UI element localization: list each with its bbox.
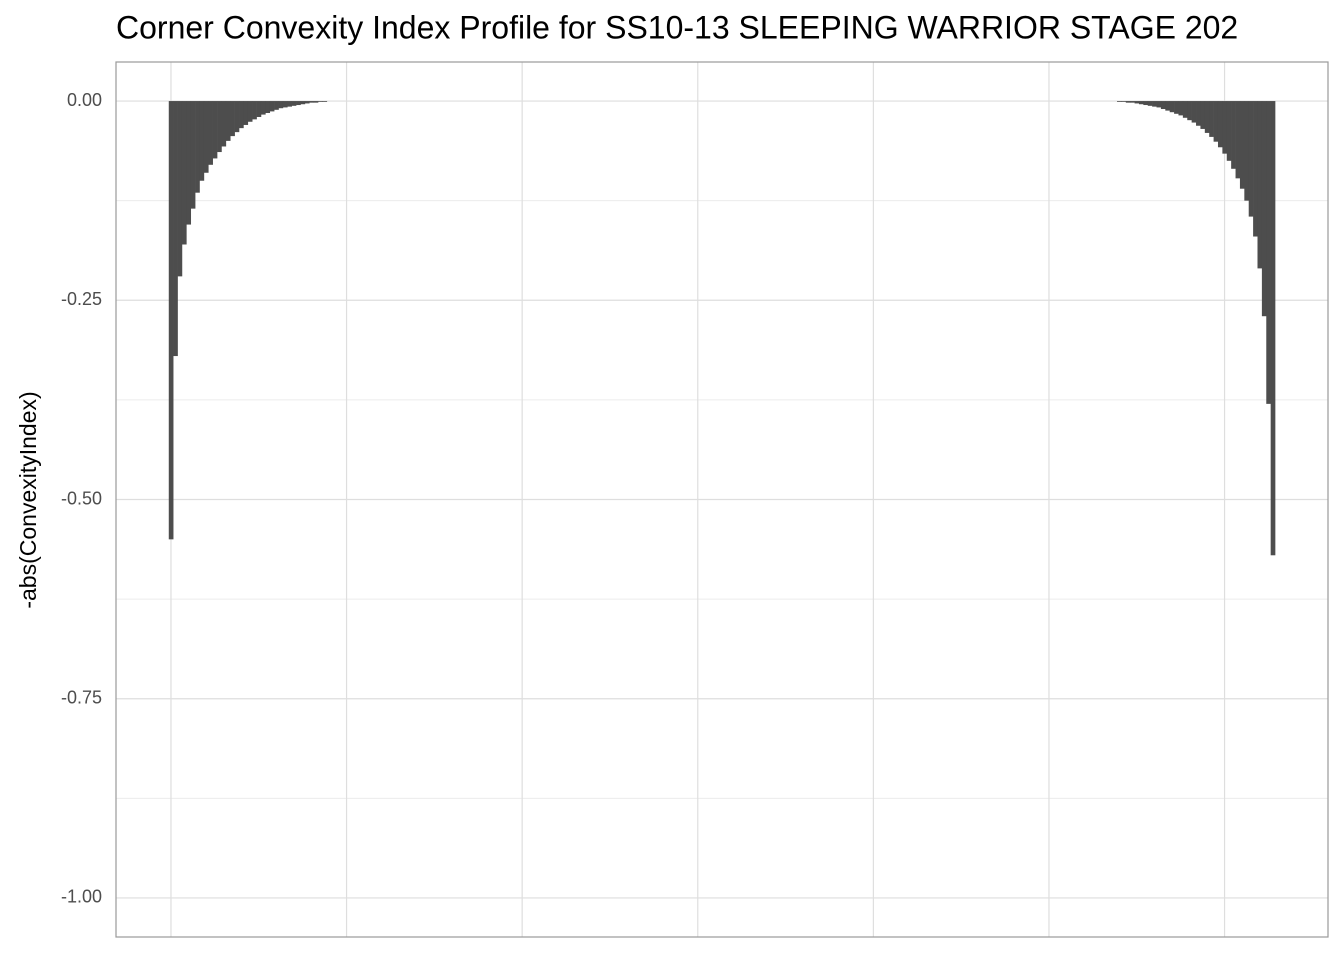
bar	[212, 101, 218, 159]
bar	[208, 101, 213, 165]
bar	[1226, 101, 1232, 161]
bar	[1231, 101, 1236, 169]
bar	[203, 101, 209, 173]
bar	[274, 101, 279, 110]
y-tick-label: -0.50	[61, 488, 102, 508]
bar	[190, 101, 196, 209]
bar	[287, 101, 292, 107]
bar	[300, 101, 306, 105]
bar	[1200, 101, 1206, 129]
bar	[1248, 101, 1254, 217]
bar	[1138, 101, 1144, 105]
bar	[217, 101, 222, 153]
bar	[1160, 101, 1166, 110]
bar	[1152, 101, 1157, 107]
bar	[239, 101, 244, 129]
bar	[1178, 101, 1184, 116]
bar	[1191, 101, 1197, 123]
bar	[186, 101, 192, 225]
bar	[1147, 101, 1153, 106]
y-tick-label: -0.75	[61, 687, 102, 707]
bar	[1253, 101, 1258, 237]
bar	[256, 101, 262, 117]
bar	[234, 101, 240, 133]
bar	[1204, 101, 1210, 133]
bar	[1261, 101, 1267, 317]
bar	[247, 101, 253, 122]
bar	[1156, 101, 1162, 108]
bar	[168, 101, 174, 540]
bar	[1235, 101, 1241, 179]
bar	[1244, 101, 1250, 201]
bar	[1213, 101, 1219, 142]
bar	[291, 101, 297, 106]
bar	[195, 101, 200, 193]
y-tick-label: -0.25	[61, 289, 102, 309]
bar	[1165, 101, 1170, 111]
bar	[1209, 101, 1214, 137]
bar	[221, 101, 227, 147]
bar	[173, 101, 178, 357]
bar	[1217, 101, 1223, 148]
bar	[177, 101, 183, 277]
bar	[269, 101, 275, 112]
bar	[265, 101, 271, 114]
bar	[181, 101, 187, 245]
bar	[1174, 101, 1179, 114]
bar	[1239, 101, 1245, 189]
bar	[243, 101, 249, 125]
chart-title: Corner Convexity Index Profile for SS10-…	[116, 9, 1238, 45]
y-tick-label: 0.00	[67, 90, 102, 110]
bar	[296, 101, 301, 106]
bar	[1143, 101, 1149, 106]
panel-border	[115, 61, 1329, 938]
bar	[199, 101, 205, 181]
bar	[313, 101, 319, 103]
bar	[1257, 101, 1263, 269]
bar	[1121, 101, 1127, 102]
bar	[1187, 101, 1192, 121]
bar	[252, 101, 257, 120]
bar	[230, 101, 235, 137]
bar	[1266, 101, 1271, 404]
bar	[282, 101, 288, 108]
bar	[1182, 101, 1188, 118]
bar	[1125, 101, 1131, 103]
bar	[1134, 101, 1140, 104]
bar	[322, 101, 328, 102]
bar	[278, 101, 284, 109]
bar	[318, 101, 323, 102]
y-axis-label: -abs(ConvexityIndex)	[15, 391, 41, 608]
bar	[1222, 101, 1228, 154]
bar	[1270, 101, 1276, 556]
bar	[1169, 101, 1175, 113]
bar	[225, 101, 231, 141]
bar	[1196, 101, 1201, 126]
bar	[260, 101, 266, 115]
bar	[309, 101, 314, 103]
bar	[1117, 101, 1122, 102]
y-tick-label: -1.00	[61, 887, 102, 907]
bar	[1130, 101, 1135, 103]
bar	[304, 101, 310, 104]
